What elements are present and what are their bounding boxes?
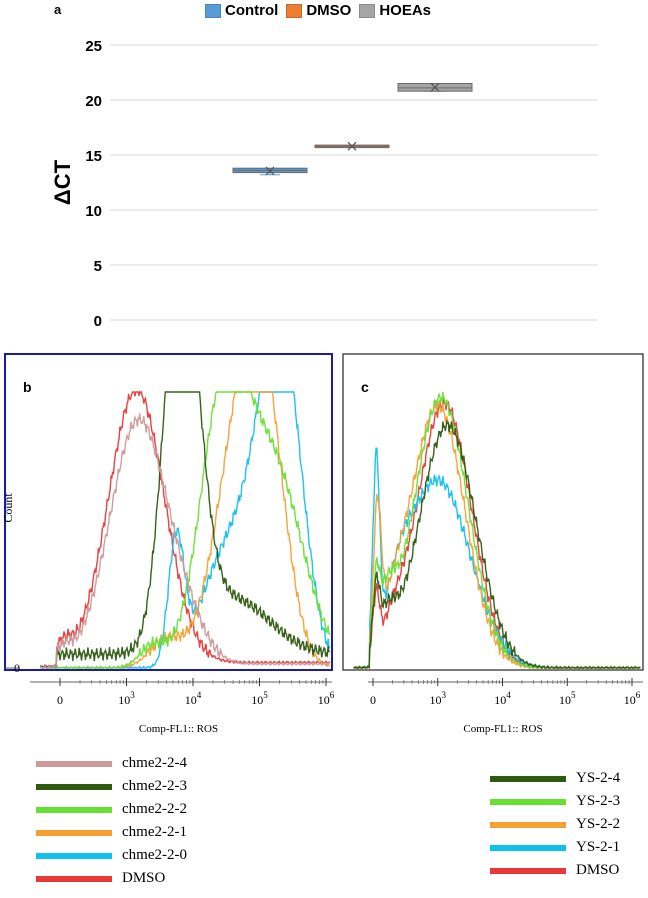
panel-a-chart: 0 5 10 15 20 25 ΔCT (50, 38, 598, 330)
x-tick-label: 104 (185, 690, 202, 707)
x-tick-label: 103 (430, 690, 447, 707)
legend-swatch (36, 806, 112, 813)
legend-label: chme2-2-3 (122, 778, 187, 794)
panel-c-legend: YS-2-4 YS-2-3 YS-2-2 YS-2-1 DMSO (490, 770, 640, 890)
legend-label: chme2-2-4 (122, 755, 187, 771)
legend-label: YS-2-2 (576, 816, 621, 832)
y-tick-label: 25 (85, 38, 102, 55)
x-tick-label: 105 (251, 690, 268, 707)
x-tick-label: 0 (370, 693, 376, 707)
x-tick-label: 103 (118, 690, 135, 707)
legend-swatch (490, 821, 566, 828)
x-axis-label: Comp-FL1:: ROS (463, 723, 542, 735)
plot-frame (342, 353, 644, 671)
histogram-line (39, 391, 331, 669)
legend-label: YS-2-1 (576, 839, 621, 855)
y-axis-label: ΔCT (50, 159, 75, 205)
legend-a-swatch (359, 3, 376, 18)
x-tick-label: 106 (624, 690, 641, 707)
legend-swatch (36, 875, 112, 882)
y-tick-label: 5 (94, 258, 102, 275)
legend-a-item: DMSO (286, 2, 351, 19)
panel-a-label: a (54, 2, 62, 17)
legend-label: DMSO (576, 862, 620, 878)
box-dmso (314, 141, 390, 151)
legend-item: YS-2-2 (490, 816, 620, 833)
box-control (232, 166, 308, 176)
legend-item: YS-2-4 (490, 770, 620, 787)
x-tick-label: 104 (494, 690, 511, 707)
panel-b-legend: chme2-2-4 chme2-2-3 chme2-2-2 chme2-2-1 chme… (36, 755, 256, 895)
legend-label: YS-2-3 (576, 793, 621, 809)
x-tick-label: 105 (559, 690, 576, 707)
legend-swatch (490, 775, 566, 782)
x-tick-label: 0 (57, 693, 63, 707)
panel-a-legend: Control DMSO HOEAs (205, 2, 431, 19)
legend-a-label: DMSO (306, 2, 352, 19)
legend-a-item: Control (205, 2, 278, 19)
legend-item: chme2-2-4 (36, 755, 187, 772)
legend-swatch (36, 760, 112, 767)
mean-marker (430, 82, 440, 92)
panel-label: c (361, 379, 369, 395)
legend-item: chme2-2-0 (36, 847, 187, 864)
y-tick-label: 20 (85, 93, 102, 110)
legend-swatch (36, 852, 112, 859)
legend-label: YS-2-4 (576, 770, 621, 786)
legend-swatch (36, 783, 112, 790)
histogram-line (39, 413, 330, 670)
histogram-line (39, 391, 331, 670)
legend-item: DMSO (490, 862, 619, 879)
histogram-line (353, 418, 641, 670)
legend-swatch (490, 844, 566, 851)
legend-a-label: Control (225, 2, 279, 19)
mean-marker (265, 166, 275, 176)
x-tick-label: 106 (318, 690, 335, 707)
legend-a-item: HOEAs (359, 2, 431, 19)
legend-item: DMSO (36, 870, 165, 887)
panel-label: b (23, 379, 32, 395)
legend-a-swatch (205, 3, 221, 18)
y-axis-label: Count (1, 493, 15, 523)
legend-label: chme2-2-0 (122, 847, 187, 863)
legend-item: chme2-2-1 (36, 824, 187, 841)
mean-marker (347, 141, 357, 151)
y-tick-label: 10 (85, 203, 102, 220)
legend-swatch (490, 867, 566, 874)
legend-a-swatch (286, 3, 303, 18)
legend-label: chme2-2-2 (122, 801, 187, 817)
legend-item: chme2-2-3 (36, 778, 187, 795)
x-axis-label: Comp-FL1:: ROS (139, 723, 218, 735)
legend-swatch (490, 798, 566, 805)
legend-label: chme2-2-1 (122, 824, 187, 840)
legend-item: YS-2-3 (490, 793, 620, 810)
y-tick-label: 15 (85, 148, 102, 165)
y-tick-label: 0 (94, 313, 102, 330)
plot-frame (4, 353, 333, 671)
legend-label: DMSO (122, 870, 166, 886)
legend-item: chme2-2-2 (36, 801, 187, 818)
box-hoeas (397, 82, 473, 92)
legend-a-label: HOEAs (379, 2, 432, 19)
legend-swatch (36, 829, 112, 836)
legend-item: YS-2-1 (490, 839, 620, 856)
